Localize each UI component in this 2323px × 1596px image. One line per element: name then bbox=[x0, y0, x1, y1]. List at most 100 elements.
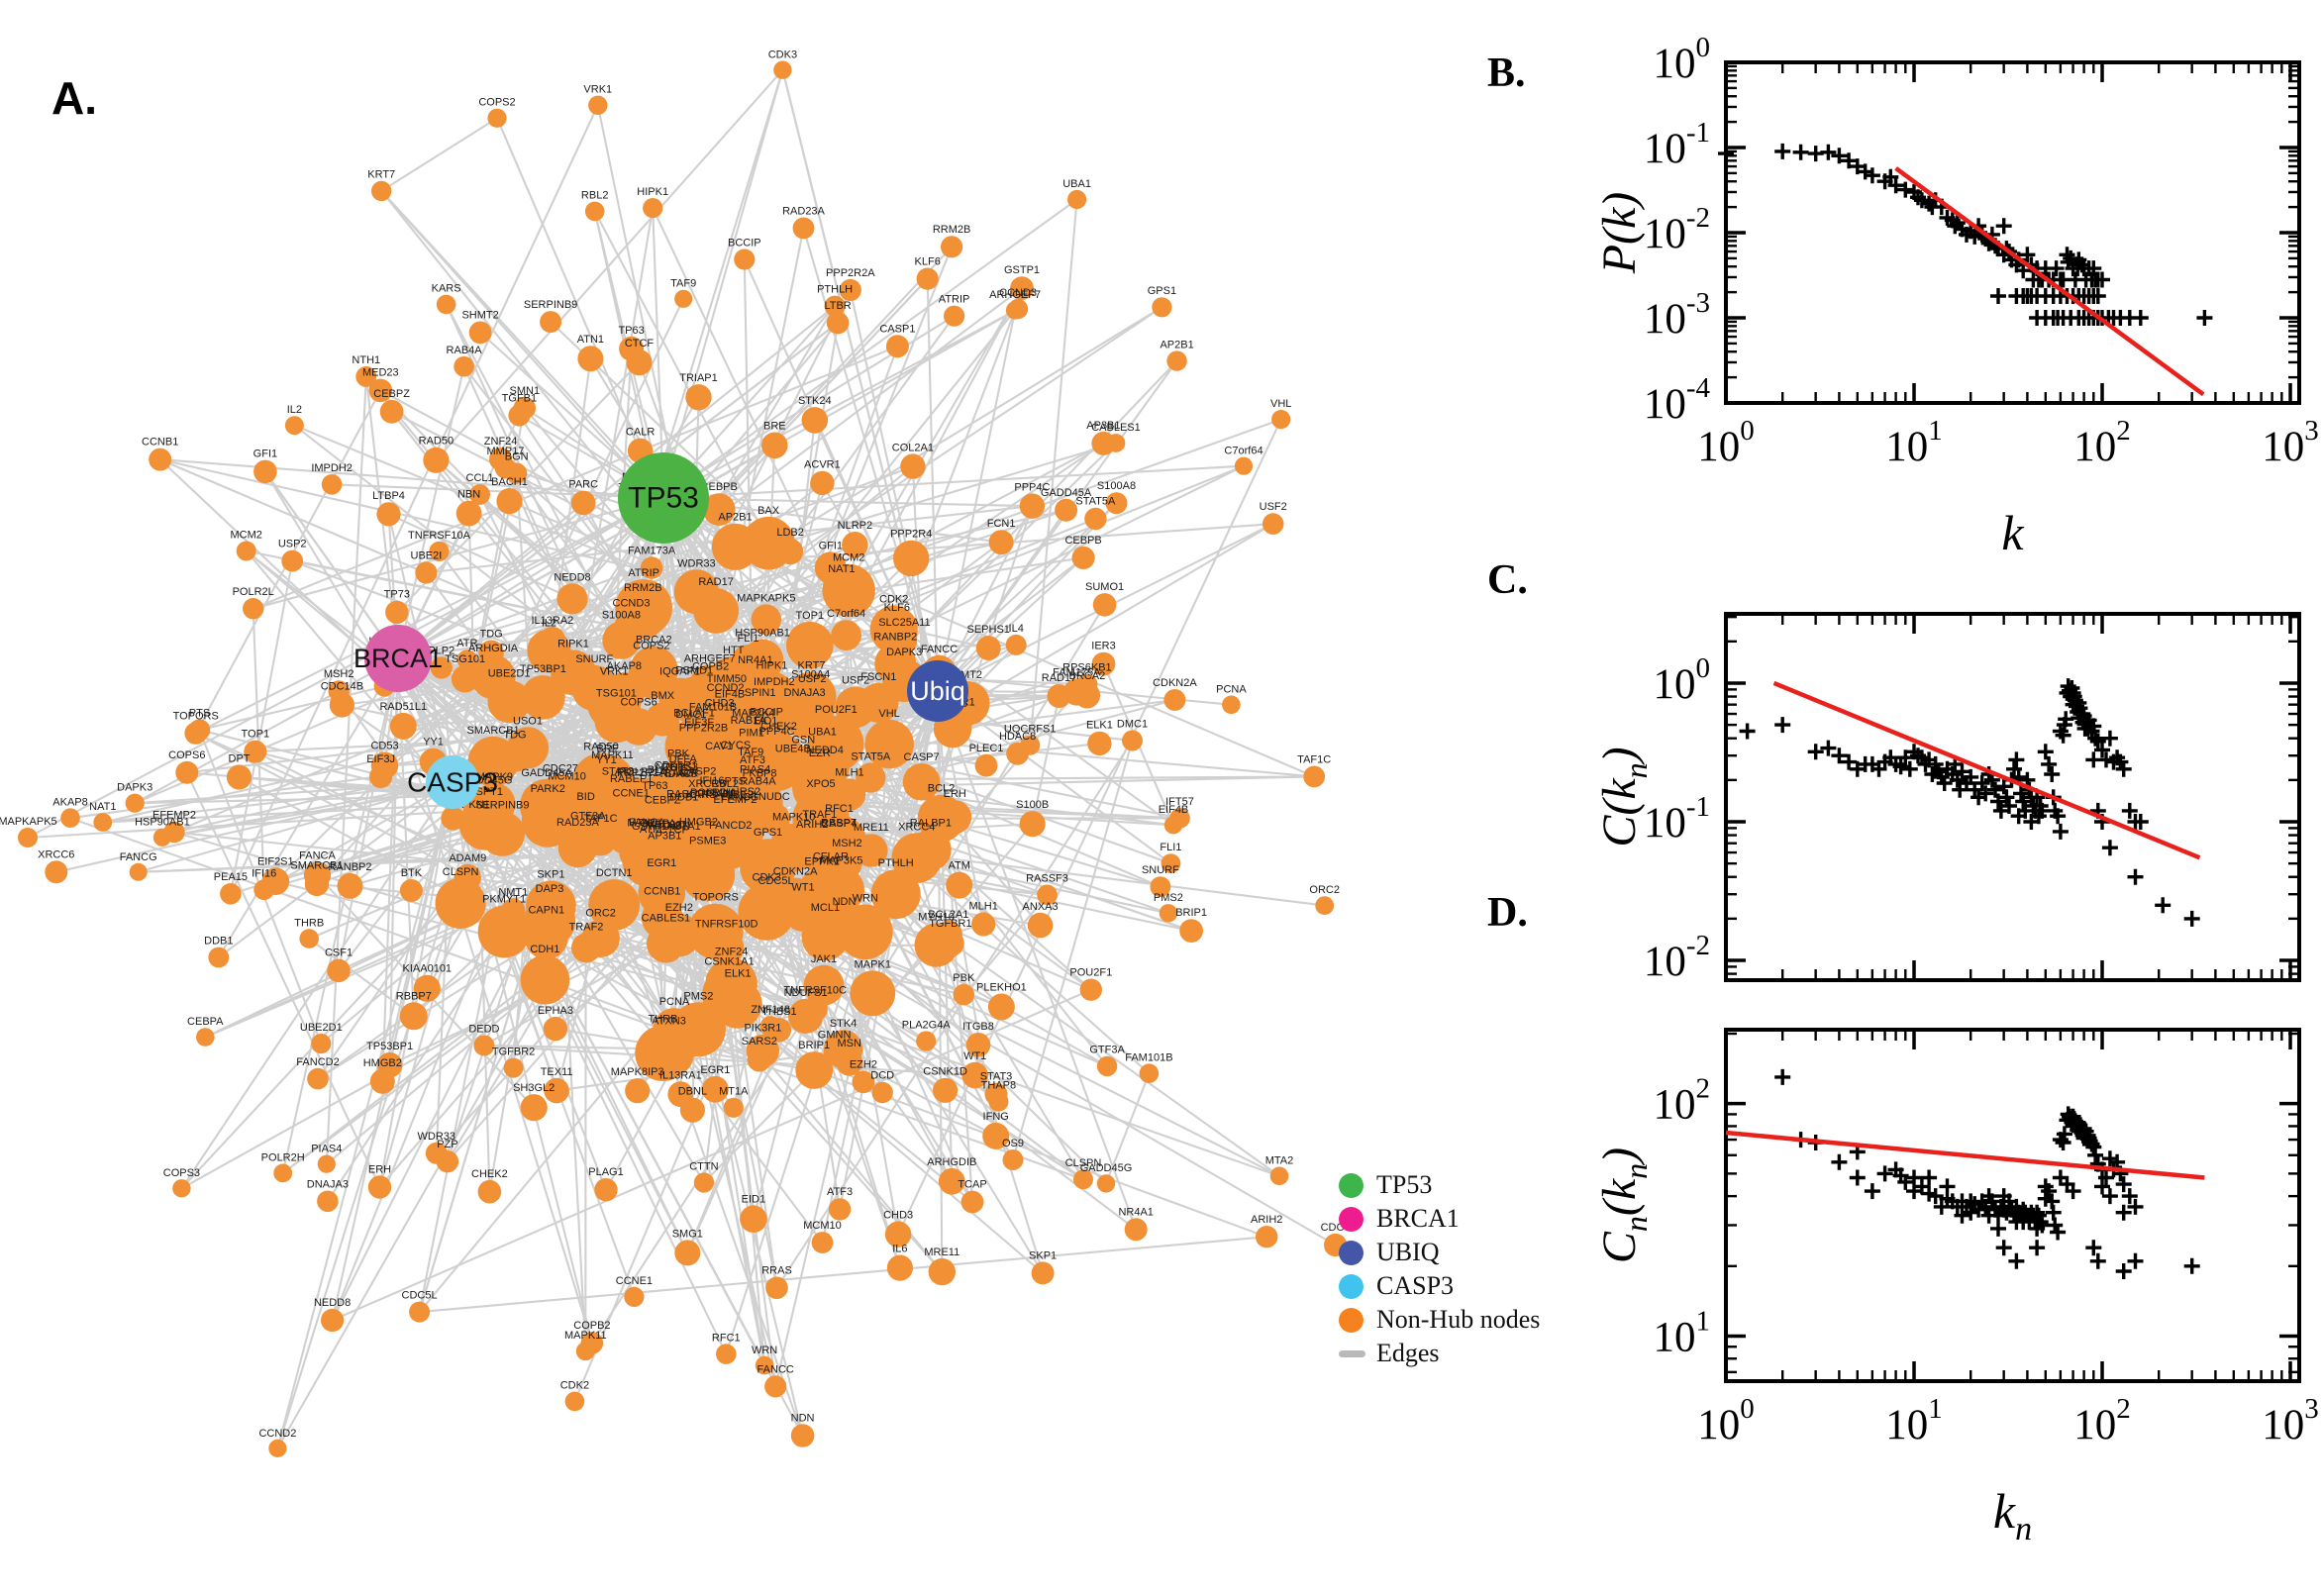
network-node-label: RBL2 bbox=[711, 778, 739, 790]
network-panel: MLH1 ATM BRCA2 CHEK2 FANCD2 MSH2 RAD50 NBN MRE11… bbox=[0, 50, 1351, 1457]
network-node bbox=[284, 416, 304, 436]
network-node-label: FAM101B bbox=[689, 701, 737, 713]
network-node bbox=[456, 649, 477, 670]
network-node bbox=[916, 1031, 937, 1051]
network-node-label: SMARCB1 bbox=[467, 725, 520, 737]
network-node bbox=[172, 1179, 191, 1198]
network-node bbox=[253, 879, 275, 901]
network-node bbox=[337, 872, 363, 899]
network-node bbox=[1002, 1149, 1024, 1170]
network-node bbox=[317, 1190, 339, 1213]
network-node-label: CDK3 bbox=[753, 871, 781, 883]
network-node-label: NDUFS1 bbox=[784, 987, 828, 999]
network-node-label: RRM2B bbox=[624, 582, 662, 594]
network-node-label: HDAC8 bbox=[660, 768, 697, 780]
network-node bbox=[1315, 896, 1335, 915]
network-node-label: GSTP1 bbox=[632, 821, 667, 833]
legend-node-swatch bbox=[1339, 1172, 1364, 1198]
network-node bbox=[674, 289, 693, 308]
network-node bbox=[368, 378, 393, 403]
network-node bbox=[974, 753, 998, 777]
network-node bbox=[1096, 1174, 1116, 1193]
network-node bbox=[1269, 1166, 1289, 1186]
network-node bbox=[953, 983, 975, 1006]
network-node-label: TAF1C bbox=[584, 813, 618, 825]
tick-label: 100 bbox=[1697, 415, 1755, 470]
network-edge bbox=[483, 1044, 975, 1077]
x-axis-title: k bbox=[2001, 505, 2024, 560]
network-node bbox=[788, 680, 833, 725]
network-edge bbox=[281, 657, 400, 1174]
network-node bbox=[571, 933, 601, 963]
network-node bbox=[1031, 1261, 1055, 1285]
network-node bbox=[640, 556, 663, 579]
network-node bbox=[693, 1172, 715, 1193]
network-node-label: HMGB2 bbox=[679, 816, 718, 828]
network-node-label: WDR33 bbox=[677, 557, 716, 569]
network-node-label: UBE2I bbox=[725, 789, 757, 801]
network-node-label: CEBPA bbox=[640, 818, 676, 830]
network-node-label: MCM10 bbox=[548, 771, 586, 783]
network-node bbox=[273, 1163, 293, 1183]
network-node-label: DCTN1 bbox=[596, 867, 633, 879]
network-node bbox=[647, 924, 685, 963]
network-node bbox=[327, 958, 351, 983]
network-node bbox=[1055, 498, 1078, 522]
network-node-label: CEBPB bbox=[701, 481, 738, 493]
network-node bbox=[619, 829, 664, 874]
network-node bbox=[786, 621, 834, 669]
network-node bbox=[1006, 742, 1029, 765]
network-node-label: EIF4B bbox=[715, 689, 746, 701]
network-node-label: PCNA bbox=[659, 996, 690, 1008]
network-node-label: COPS2 bbox=[633, 640, 669, 651]
network-node bbox=[667, 1081, 694, 1108]
network-node bbox=[540, 311, 562, 334]
network-node bbox=[916, 267, 939, 290]
tick-label: 10-2 bbox=[1644, 202, 1710, 257]
network-node-label: ATRIP bbox=[628, 567, 659, 579]
network-node bbox=[556, 583, 588, 615]
network-node bbox=[451, 664, 479, 693]
network-node-label: CHD3 bbox=[705, 697, 735, 709]
network-node bbox=[723, 1097, 744, 1118]
network-node bbox=[580, 1332, 604, 1354]
y-axis-title: C(kn) bbox=[1593, 747, 1654, 847]
network-edge bbox=[135, 780, 454, 805]
network-node bbox=[441, 806, 465, 831]
network-node bbox=[307, 1067, 329, 1090]
network-node bbox=[425, 1142, 448, 1164]
tick-label: 10-2 bbox=[1644, 930, 1710, 985]
tick-label: 10-1 bbox=[1644, 791, 1710, 847]
network-node bbox=[984, 1082, 1008, 1106]
network-node bbox=[1271, 410, 1291, 430]
network-edge bbox=[936, 310, 1017, 692]
legend-item: BRCA1 bbox=[1339, 1202, 1540, 1236]
network-node bbox=[1124, 1218, 1148, 1242]
network-node-label: NTH1 bbox=[656, 761, 684, 773]
network-node bbox=[587, 677, 642, 732]
legend-label: UBIQ bbox=[1376, 1238, 1440, 1266]
network-node-label: CCNB1 bbox=[644, 886, 680, 898]
network-node bbox=[415, 561, 438, 584]
network-node-label: MAP3K5 bbox=[820, 854, 862, 866]
network-node-label: USP2 bbox=[798, 673, 827, 685]
network-node-label: ATR bbox=[677, 767, 698, 779]
network-edge bbox=[102, 780, 454, 824]
tick-label: 102 bbox=[2073, 415, 2131, 470]
network-node bbox=[1106, 434, 1126, 452]
network-node-label: PTS bbox=[725, 776, 746, 788]
network-node bbox=[842, 532, 868, 558]
network-node bbox=[551, 649, 596, 696]
network-node bbox=[761, 432, 788, 459]
network-node bbox=[1079, 978, 1103, 1001]
network-node bbox=[152, 828, 171, 847]
network-node-label: EZH2 bbox=[665, 902, 693, 914]
network-node bbox=[253, 459, 277, 484]
network-node bbox=[1139, 1063, 1160, 1083]
network-edge bbox=[402, 726, 593, 1344]
network-edge bbox=[27, 497, 664, 839]
network-node bbox=[933, 1077, 959, 1103]
network-node bbox=[523, 895, 576, 948]
network-node bbox=[268, 1439, 287, 1457]
